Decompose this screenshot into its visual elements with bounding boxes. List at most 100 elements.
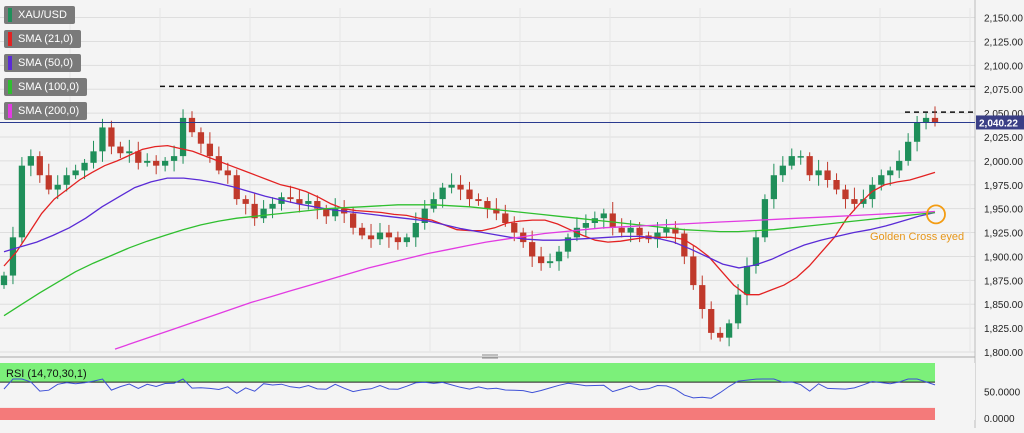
- candle-body: [905, 141, 912, 161]
- candle-body: [520, 232, 527, 243]
- candle-body: [851, 199, 858, 204]
- candle-body: [314, 201, 321, 209]
- candle-body: [233, 175, 240, 200]
- candle-body: [18, 165, 26, 238]
- candle-body: [752, 237, 760, 266]
- candle-body: [439, 187, 446, 200]
- y-tick-label: 1,975.00: [984, 181, 1023, 192]
- golden-cross-circle: [926, 204, 946, 225]
- y-tick-label: 1,925.00: [984, 229, 1023, 240]
- candle-body: [430, 199, 437, 209]
- legend-item[interactable]: SMA (100,0): [4, 78, 88, 96]
- candle-body: [788, 156, 795, 166]
- candle-body: [81, 162, 88, 171]
- golden-cross-annotation: Golden Cross eyed: [870, 231, 964, 243]
- y-tick-label: 2,025.00: [984, 133, 1023, 144]
- candle-body: [475, 199, 482, 202]
- candle-body: [0, 275, 8, 286]
- candle-body: [529, 242, 536, 257]
- candle-body: [197, 132, 205, 144]
- rsi-tick-label: 50.0000: [984, 388, 1021, 399]
- candle-body: [681, 233, 688, 257]
- candle-body: [627, 227, 634, 233]
- candle-body: [922, 117, 930, 123]
- candle-body: [27, 156, 34, 166]
- candle-body: [931, 117, 939, 123]
- candle-body: [699, 285, 706, 309]
- legend-item[interactable]: XAU/USD: [4, 6, 75, 24]
- y-tick-label: 1,950.00: [984, 205, 1023, 216]
- candle-body: [806, 156, 813, 176]
- candle-body: [842, 189, 849, 200]
- candle-body: [144, 160, 151, 163]
- candle-body: [251, 203, 258, 219]
- candle-body: [153, 160, 160, 166]
- y-tick-label: 1,800.00: [984, 348, 1023, 359]
- candle-body: [242, 199, 249, 204]
- candle-body: [45, 175, 52, 190]
- candle-body: [511, 223, 518, 233]
- candle-body: [215, 156, 222, 171]
- candle-body: [376, 232, 384, 240]
- candle-body: [332, 208, 339, 217]
- y-tick-label: 2,100.00: [984, 61, 1023, 72]
- legend-label: SMA (200,0): [18, 105, 80, 117]
- candle-body: [725, 323, 733, 338]
- candle-body: [815, 170, 822, 176]
- candle-body: [36, 156, 43, 176]
- legend-item[interactable]: SMA (200,0): [4, 102, 88, 120]
- candle-body: [546, 261, 554, 264]
- candle-body: [860, 199, 867, 204]
- candle-body: [761, 199, 769, 238]
- candle-body: [878, 175, 885, 185]
- candle-body: [564, 237, 572, 252]
- legend-item[interactable]: SMA (21,0): [4, 30, 82, 48]
- legend-swatch: [8, 80, 12, 94]
- y-tick-label: 2,150.00: [984, 14, 1023, 25]
- candle-body: [367, 235, 375, 240]
- candle-body: [54, 184, 61, 190]
- candle-body: [403, 237, 410, 243]
- candle-body: [779, 165, 786, 176]
- candle-body: [654, 232, 661, 240]
- candle-body: [126, 151, 133, 154]
- candle-body: [913, 122, 921, 142]
- rsi-overbought-zone: [0, 363, 935, 383]
- candle-body: [734, 294, 742, 324]
- candle-body: [421, 208, 428, 223]
- legend-label: XAU/USD: [18, 9, 67, 21]
- candle-body: [385, 232, 393, 238]
- candle-body: [690, 256, 697, 286]
- rsi-tick-label: 0.0000: [984, 414, 1015, 425]
- candle-body: [896, 160, 903, 171]
- candle-body: [260, 208, 267, 219]
- legend-item[interactable]: SMA (50,0): [4, 54, 82, 72]
- candle-body: [448, 184, 455, 188]
- legend: XAU/USD SMA (21,0) SMA (50,0) SMA (100,0) SM…: [4, 6, 88, 120]
- candle-body: [887, 170, 894, 176]
- candle-body: [484, 201, 491, 209]
- candle-body: [618, 227, 625, 233]
- candle-body: [206, 143, 214, 157]
- candle-body: [600, 213, 607, 219]
- candle-body: [224, 170, 231, 176]
- candle-body: [770, 175, 777, 200]
- sma-200-line: [114, 210, 936, 350]
- legend-label: SMA (100,0): [18, 81, 80, 93]
- legend-swatch: [8, 104, 12, 118]
- candle-body: [394, 237, 402, 243]
- candle-body: [502, 213, 509, 223]
- last-price-label: 2,040.22: [979, 118, 1018, 129]
- candle-body: [555, 251, 563, 262]
- candle-body: [323, 208, 330, 217]
- candle-body: [179, 117, 187, 157]
- candle-body: [824, 170, 831, 180]
- sma-100-line: [3, 204, 936, 317]
- y-tick-label: 2,000.00: [984, 157, 1023, 168]
- candle-body: [457, 184, 464, 190]
- y-tick-label: 1,850.00: [984, 300, 1023, 311]
- candle-body: [582, 223, 590, 228]
- candle-body: [108, 127, 115, 147]
- candle-body: [90, 151, 97, 163]
